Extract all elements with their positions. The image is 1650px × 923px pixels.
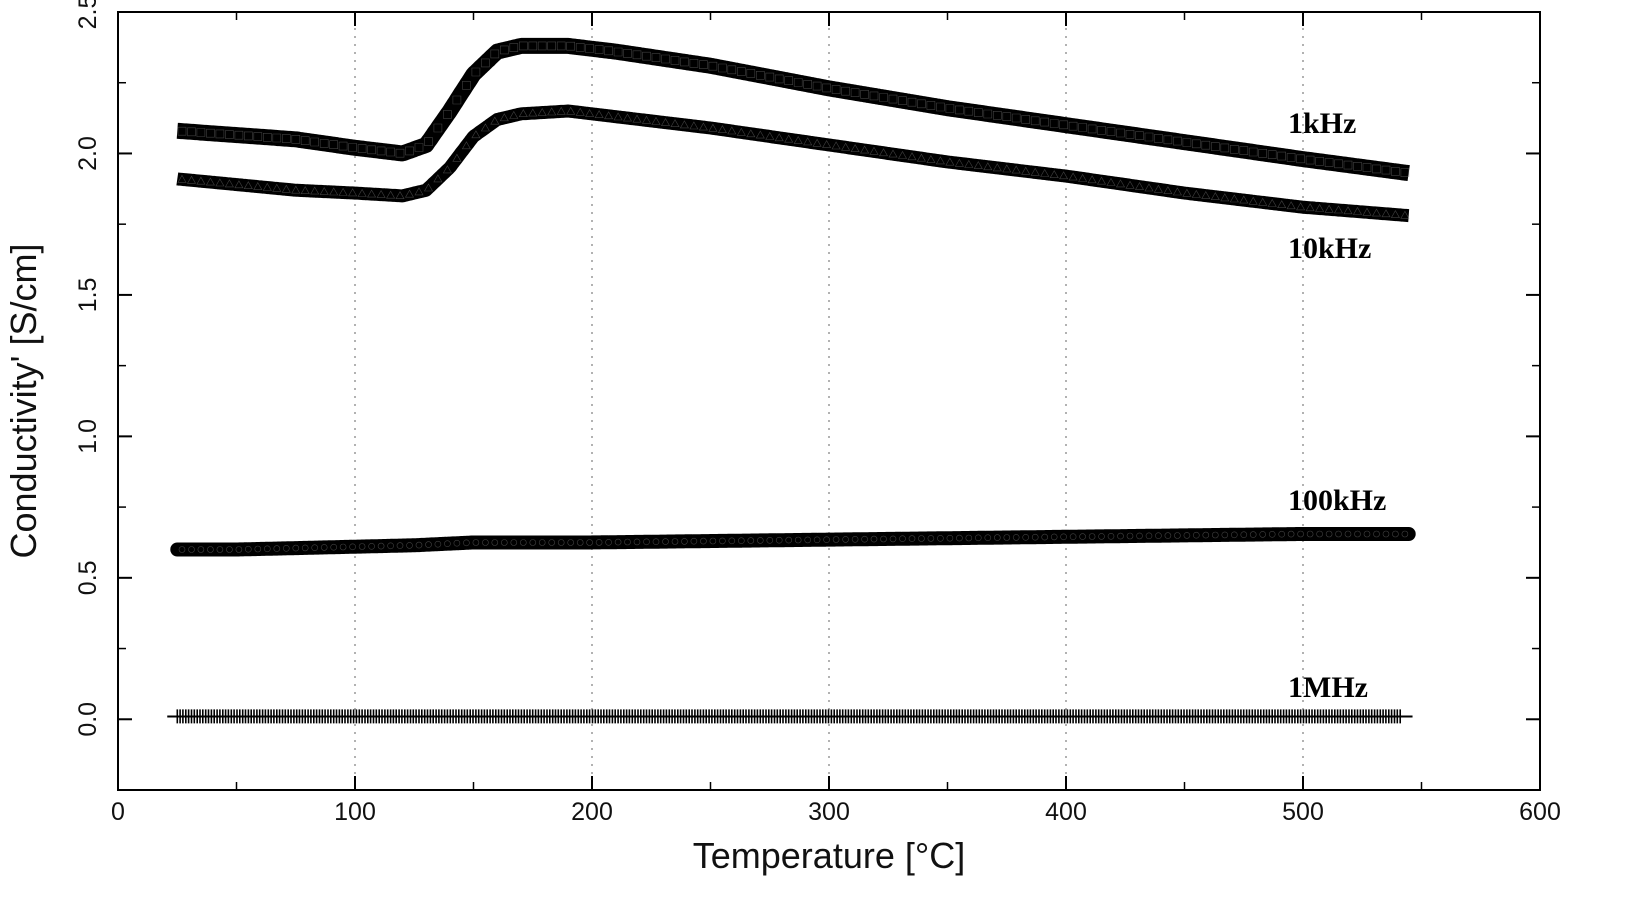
series-markers-10kHz [177, 106, 1410, 219]
x-tick-label: 0 [111, 798, 125, 826]
series-band-100kHz [170, 527, 1416, 557]
y-tick-label: 1.0 [74, 419, 102, 454]
x-tick-label: 100 [334, 798, 376, 826]
series-band-1kHz [170, 37, 1416, 182]
y-tick-label: 2.0 [74, 136, 102, 171]
series-100kHz [170, 527, 1416, 557]
series-labels: 1kHz 10kHz 100kHz 1MHz [1288, 107, 1386, 704]
series-label-1MHz: 1MHz [1288, 671, 1368, 704]
series-markers-1MHz [176, 709, 1401, 724]
x-tick-label: 200 [571, 798, 613, 826]
x-tick-label: 300 [808, 798, 850, 826]
grid [354, 12, 1304, 790]
series-markers-1kHz [177, 41, 1410, 177]
series-label-10kHz: 10kHz [1288, 232, 1371, 265]
series-10kHz [172, 104, 1414, 223]
series-markers-100kHz [178, 530, 1409, 553]
series-label-100kHz: 100kHz [1288, 484, 1386, 517]
series-band-10kHz [172, 104, 1414, 223]
y-axis-title: Conductivity' [S/cm] [3, 244, 44, 559]
series-layer [167, 37, 1416, 724]
y-tick-label: 1.5 [74, 278, 102, 313]
series-1MHz [167, 709, 1413, 724]
x-axis-title: Temperature [°C] [693, 835, 966, 876]
y-tick-label: 2.5 [74, 0, 102, 29]
series-1kHz [170, 37, 1416, 182]
y-tick-label: 0.0 [74, 702, 102, 737]
y-tick-label: 0.5 [74, 560, 102, 595]
x-tick-label: 500 [1282, 798, 1324, 826]
x-tick-label: 400 [1045, 798, 1087, 826]
ticks: 0 100 200 300 400 500 600 0.0 0.5 1.0 1.5 2.0 2.5 [74, 0, 1561, 826]
x-tick-label: 600 [1519, 798, 1561, 826]
series-label-1kHz: 1kHz [1288, 107, 1356, 140]
